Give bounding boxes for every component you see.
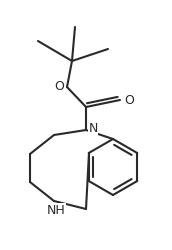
- Text: O: O: [54, 80, 64, 93]
- Text: O: O: [124, 94, 134, 107]
- Text: NH: NH: [47, 204, 65, 217]
- Text: N: N: [88, 122, 98, 135]
